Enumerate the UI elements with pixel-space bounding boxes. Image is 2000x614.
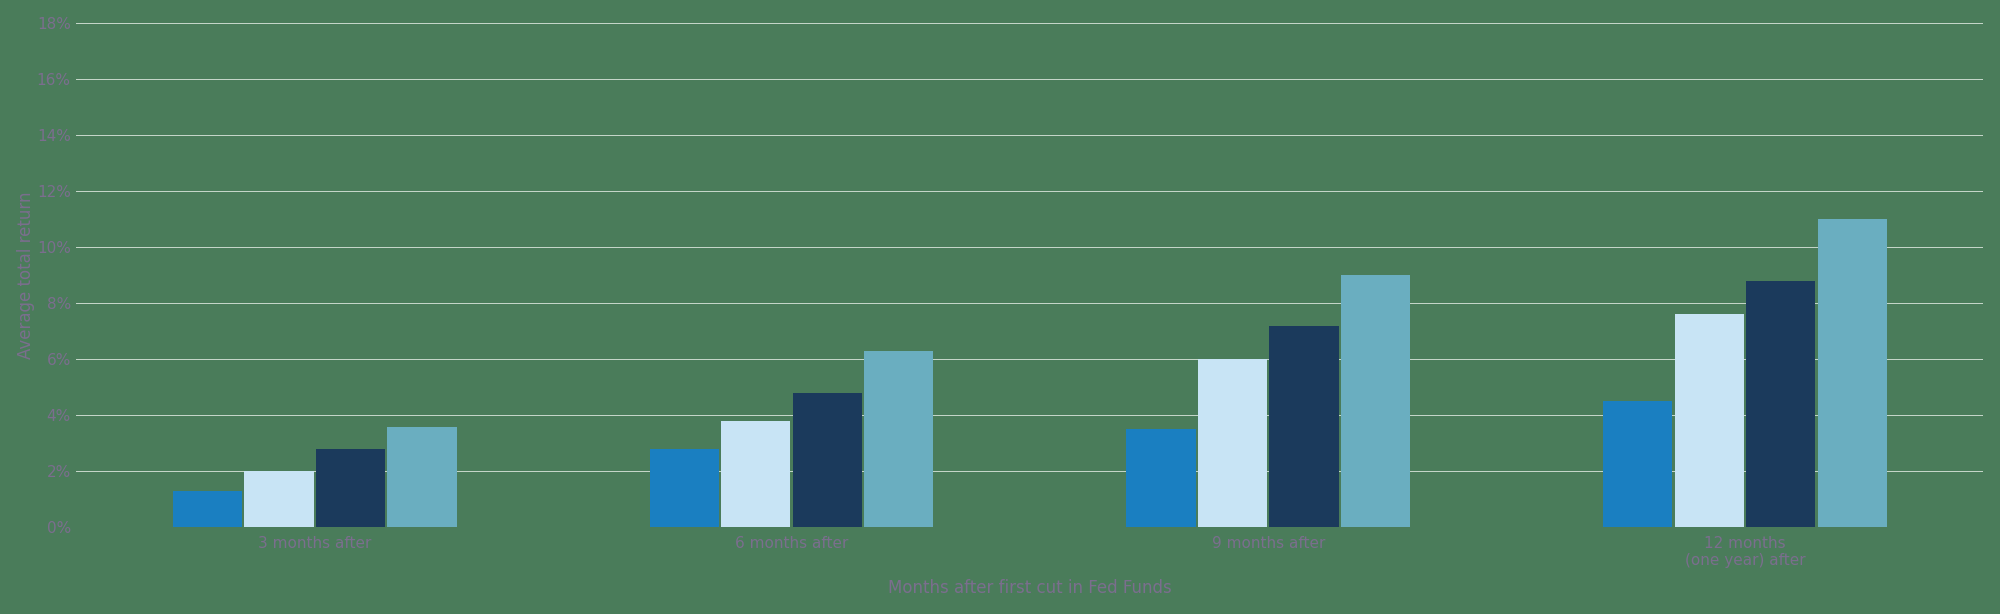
Bar [1746,281,1816,527]
Bar [722,421,790,527]
Bar [1198,359,1268,527]
Bar [1340,275,1410,527]
Bar [244,472,314,527]
Bar [1270,325,1338,527]
Y-axis label: Average total return: Average total return [16,192,34,359]
Bar [792,393,862,527]
X-axis label: Months after first cut in Fed Funds: Months after first cut in Fed Funds [888,580,1172,597]
Bar [388,427,456,527]
Bar [316,449,386,527]
Bar [650,449,718,527]
Bar [1604,402,1672,527]
Bar [1674,314,1744,527]
Bar [1126,429,1196,527]
Bar [864,351,934,527]
Bar [1818,219,1886,527]
Bar [172,491,242,527]
